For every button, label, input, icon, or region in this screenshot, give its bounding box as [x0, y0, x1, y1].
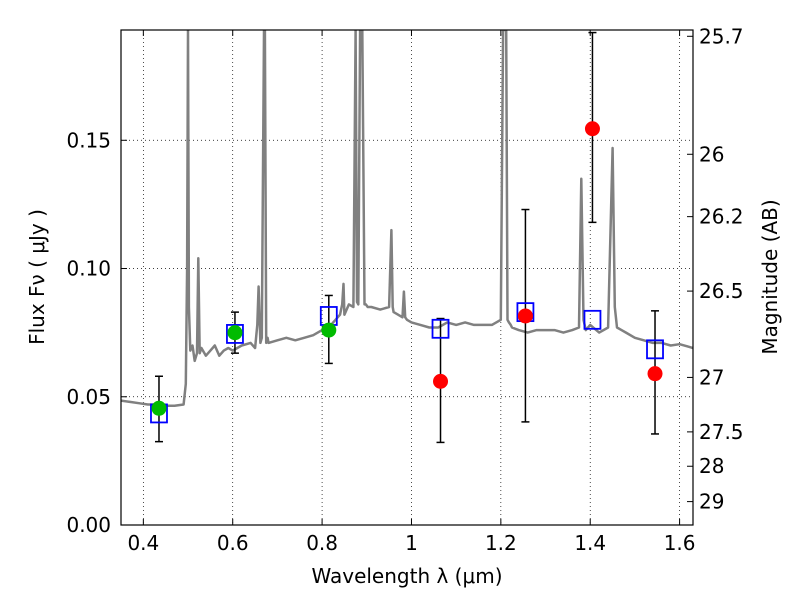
x-axis-title: Wavelength λ (μm) [311, 564, 502, 588]
y2-tick-label: 26.2 [699, 205, 744, 229]
y2-tick-label: 26 [699, 142, 724, 166]
model-photometry-square [226, 324, 244, 344]
x-tick-label: 1.6 [664, 531, 696, 555]
y2-tick-label: 27 [699, 365, 724, 389]
model-photometry-square [431, 318, 450, 339]
x-tick-label: 0.8 [306, 531, 338, 555]
y2-tick-label: 27.5 [699, 420, 744, 444]
y-axis-title: Flux Fν ( μJy ) [25, 209, 49, 345]
x-axis: 0.4 0.6 0.8 1 1.2 1.4 1.6 [127, 30, 696, 555]
y-tick-label: 0.00 [66, 513, 111, 537]
y2-tick-label: 28 [699, 454, 724, 478]
y-axis-right: 25.7 26 26.2 26.5 27 27.5 28 29 [687, 24, 744, 514]
y-axis-left: 0.00 0.05 0.10 0.15 [66, 128, 127, 537]
x-tick-label: 1.4 [574, 531, 606, 555]
y-tick-label: 0.05 [66, 385, 111, 409]
plot-frame [120, 29, 694, 526]
detection-point [321, 322, 337, 338]
y-tick-label: 0.10 [66, 257, 111, 281]
spectrum-layer [121, 30, 693, 407]
model-spectrum-line [121, 30, 693, 407]
x-tick-label: 1 [405, 531, 418, 555]
y2-axis-title: Magnitude (AB) [758, 199, 782, 354]
x-tick-label: 0.4 [127, 531, 159, 555]
detection-point [227, 325, 243, 341]
upper-limit-point [647, 366, 663, 382]
y2-tick-label: 25.7 [699, 24, 744, 48]
y2-tick-label: 26.5 [699, 279, 744, 303]
model-photometry-square [583, 309, 602, 330]
upper-limit-point [517, 308, 533, 324]
detection-point [151, 400, 167, 416]
upper-limit-point [433, 373, 449, 389]
upper-limit-point [584, 121, 600, 137]
photometry-points-layer [151, 121, 663, 416]
y-tick-label: 0.15 [66, 128, 111, 152]
model-photometry-square [646, 339, 664, 360]
x-tick-label: 1.2 [485, 531, 517, 555]
y2-tick-label: 29 [699, 490, 724, 514]
x-tick-label: 0.6 [217, 531, 249, 555]
